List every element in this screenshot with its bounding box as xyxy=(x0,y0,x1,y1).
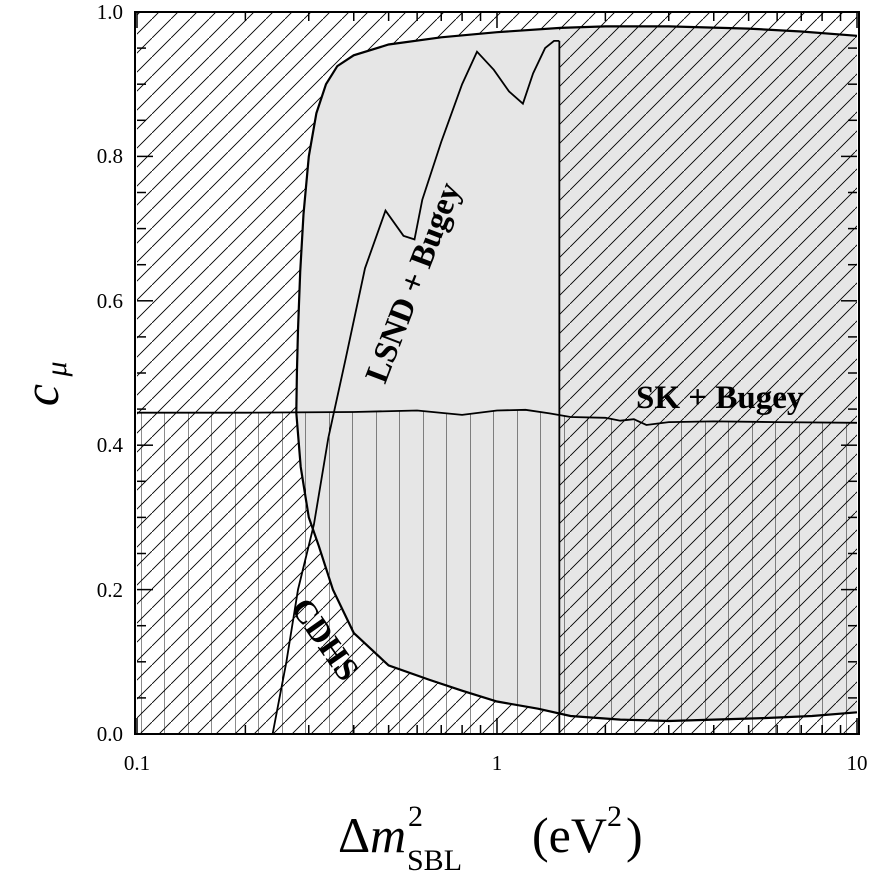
x-axis-label: Δ m 2 SBL (eV 2 ) xyxy=(338,800,643,877)
svg-text:(eV: (eV xyxy=(532,807,607,863)
y-tick-label: 0.0 xyxy=(97,722,123,746)
svg-text:μ: μ xyxy=(40,361,73,377)
svg-text:2: 2 xyxy=(607,800,622,833)
y-tick-label: 0.8 xyxy=(97,144,123,168)
cdhs-lower-boundary-line xyxy=(295,412,858,723)
x-tick-label: 0.1 xyxy=(124,751,150,775)
y-tick-label: 1.0 xyxy=(97,0,123,24)
x-tick-label: 1 xyxy=(492,751,503,775)
x-tick-label: 10 xyxy=(847,751,868,775)
svg-text:Δ: Δ xyxy=(338,807,370,863)
y-tick-label: 0.4 xyxy=(97,433,124,457)
svg-text:2: 2 xyxy=(408,800,423,833)
svg-text:): ) xyxy=(626,807,643,863)
axis-ticks xyxy=(136,11,858,735)
cdhs-upper-boundary-line xyxy=(295,25,858,413)
lsnd-left-boundary-line xyxy=(271,40,560,734)
svg-text:c: c xyxy=(13,384,69,406)
svg-text:SBL: SBL xyxy=(407,844,462,877)
label-sk-bugey: SK + Bugey xyxy=(636,380,804,416)
y-tick-label: 0.6 xyxy=(97,289,123,313)
y-tick-label: 0.2 xyxy=(97,578,123,602)
sk-bugey-boundary-line xyxy=(137,408,858,426)
gray-vertical-hatch xyxy=(296,409,857,721)
plot-area xyxy=(137,12,858,734)
y-axis-label: c μ xyxy=(13,361,73,406)
svg-text:m: m xyxy=(370,807,406,863)
